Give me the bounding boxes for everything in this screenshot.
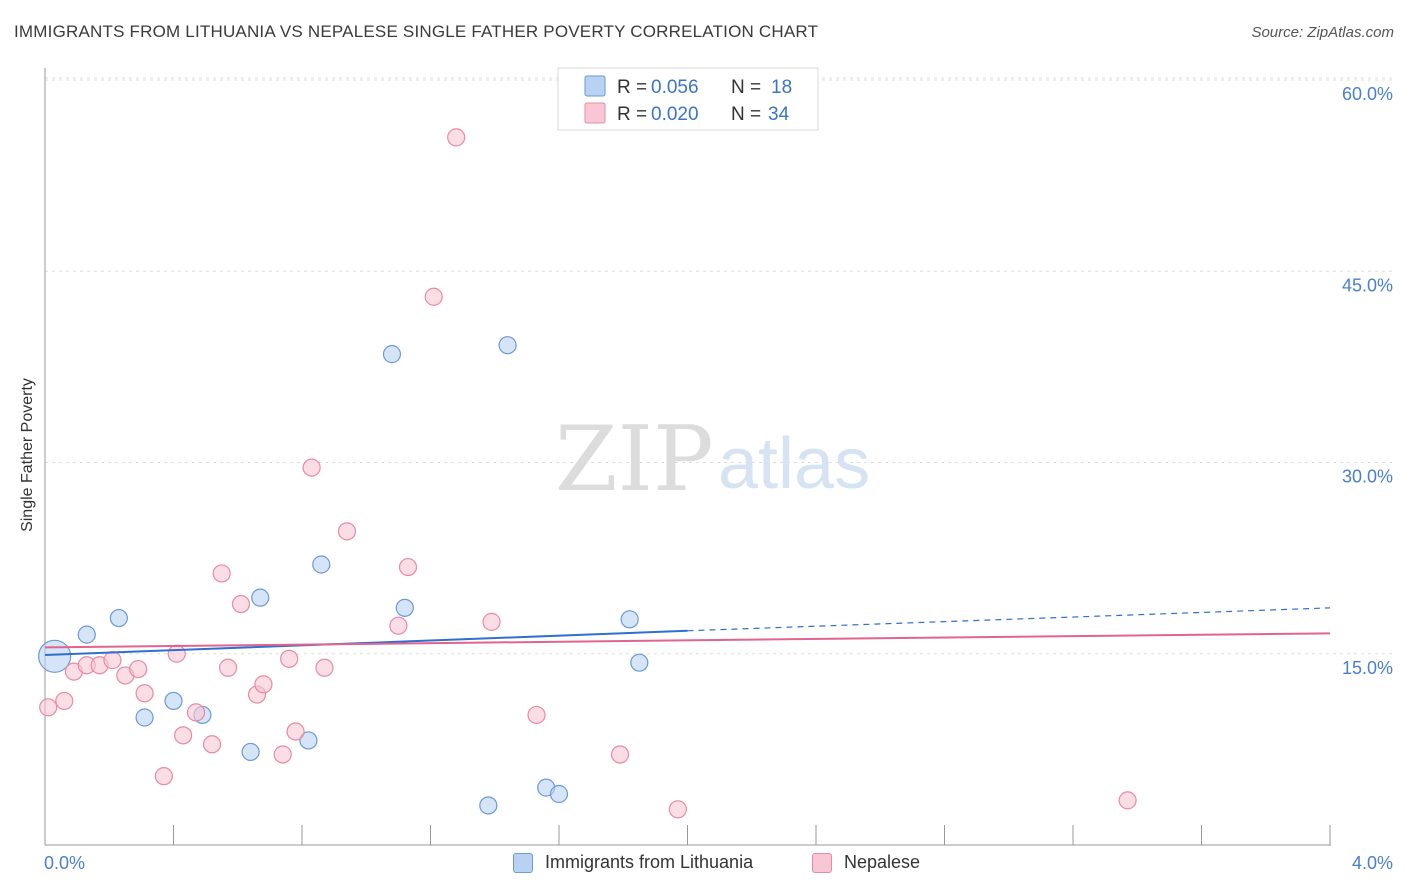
- nepalese-point: [154, 767, 173, 786]
- nepalese-point: [39, 698, 58, 717]
- points-layer: [38, 128, 1137, 819]
- nepalese-point: [610, 745, 630, 764]
- nepalese-point: [167, 644, 186, 663]
- legend-n-value-1: 18: [771, 77, 792, 98]
- nepalese-point: [398, 557, 418, 577]
- grid-layer: [45, 77, 1395, 655]
- nepalese-point: [273, 745, 292, 764]
- nepalese-point: [482, 612, 501, 631]
- lithuania-point: [382, 345, 402, 364]
- legend-r-value-1: 0.056: [651, 77, 699, 98]
- legend-r-value-2: 0.020: [651, 104, 699, 125]
- lithuania-point: [620, 610, 639, 629]
- nepalese-point: [219, 658, 238, 677]
- nepalese-point: [1118, 791, 1137, 810]
- lithuania-point: [135, 708, 154, 727]
- nepalese-point: [302, 458, 321, 477]
- trend-layer: [44, 607, 1331, 657]
- lithuania-point: [395, 598, 414, 617]
- nepalese-point: [129, 659, 148, 679]
- lithuania-point: [630, 653, 649, 672]
- nepalese-point: [103, 651, 122, 670]
- lithuania-point: [77, 625, 96, 644]
- series-legend: Immigrants from Lithuania Nepalese: [0, 852, 1406, 878]
- legend-swatch-nepalese: [584, 102, 606, 124]
- nepalese-point: [668, 800, 687, 819]
- legend-r-label-1: R =: [617, 77, 647, 98]
- nepalese-point: [212, 564, 231, 583]
- nepalese-point: [447, 128, 466, 147]
- lithuania-point: [549, 784, 569, 804]
- nepalese-point: [424, 287, 443, 306]
- legend-r-label-2: R =: [617, 104, 647, 125]
- nepalese-point: [135, 684, 154, 703]
- watermark: ZIP atlas: [555, 407, 870, 512]
- nepalese-point: [174, 726, 193, 745]
- series-legend-nepalese[interactable]: Nepalese: [812, 852, 920, 873]
- legend-swatch-lithuania: [584, 75, 606, 97]
- lithuania-point: [109, 608, 128, 628]
- y-tick-label: 15.0%: [1342, 658, 1393, 678]
- nepalese-point: [254, 675, 273, 694]
- legend-n-label-2: N =: [731, 104, 761, 125]
- x-tick-label: 4.0%: [1352, 853, 1393, 873]
- axis-layer: 15.0% 30.0% 45.0% 60.0% 0.0% 4.0%: [44, 68, 1393, 873]
- nepalese-point: [231, 594, 251, 614]
- nepalese-point: [280, 649, 299, 668]
- lithuania-point: [251, 588, 270, 607]
- correlation-legend: R = 0.056 N = 18 R = 0.020 N = 34: [557, 67, 819, 131]
- x-tick-label: 0.0%: [44, 853, 85, 873]
- series-legend-lithuania[interactable]: Immigrants from Lithuania: [513, 852, 753, 873]
- nepalese-point: [337, 522, 357, 541]
- nepalese-point: [389, 616, 408, 635]
- legend-n-label-1: N =: [731, 77, 761, 98]
- nepalese-point: [286, 722, 305, 741]
- series-swatch-nepalese: [812, 852, 832, 873]
- nepalese-trend-line: [44, 632, 1331, 649]
- y-tick-label: 60.0%: [1342, 84, 1393, 104]
- watermark-atlas: atlas: [718, 424, 870, 504]
- lithuania-point: [479, 796, 498, 815]
- nepalese-point: [315, 658, 334, 677]
- source-label: Source: ZipAtlas.com: [1251, 24, 1394, 41]
- series-label-nepalese: Nepalese: [844, 852, 921, 872]
- lithuania-point: [241, 742, 260, 762]
- chart-title: IMMIGRANTS FROM LITHUANIA VS NEPALESE SI…: [14, 22, 819, 41]
- series-swatch-lithuania: [513, 852, 533, 873]
- y-tick-label: 45.0%: [1342, 275, 1393, 295]
- series-label-lithuania: Immigrants from Lithuania: [545, 852, 754, 872]
- watermark-zip: ZIP: [555, 407, 714, 512]
- lithuania-trend-extension: [687, 607, 1331, 632]
- legend-n-value-2: 34: [768, 104, 790, 125]
- nepalese-point: [527, 705, 546, 725]
- nepalese-point: [55, 691, 74, 711]
- lithuania-point: [498, 336, 517, 355]
- lithuania-point: [312, 555, 331, 574]
- y-tick-label: 30.0%: [1342, 467, 1393, 487]
- lithuania-point: [164, 691, 183, 711]
- nepalese-point: [202, 735, 222, 754]
- nepalese-point: [186, 703, 206, 722]
- lithuania-point: [299, 731, 318, 750]
